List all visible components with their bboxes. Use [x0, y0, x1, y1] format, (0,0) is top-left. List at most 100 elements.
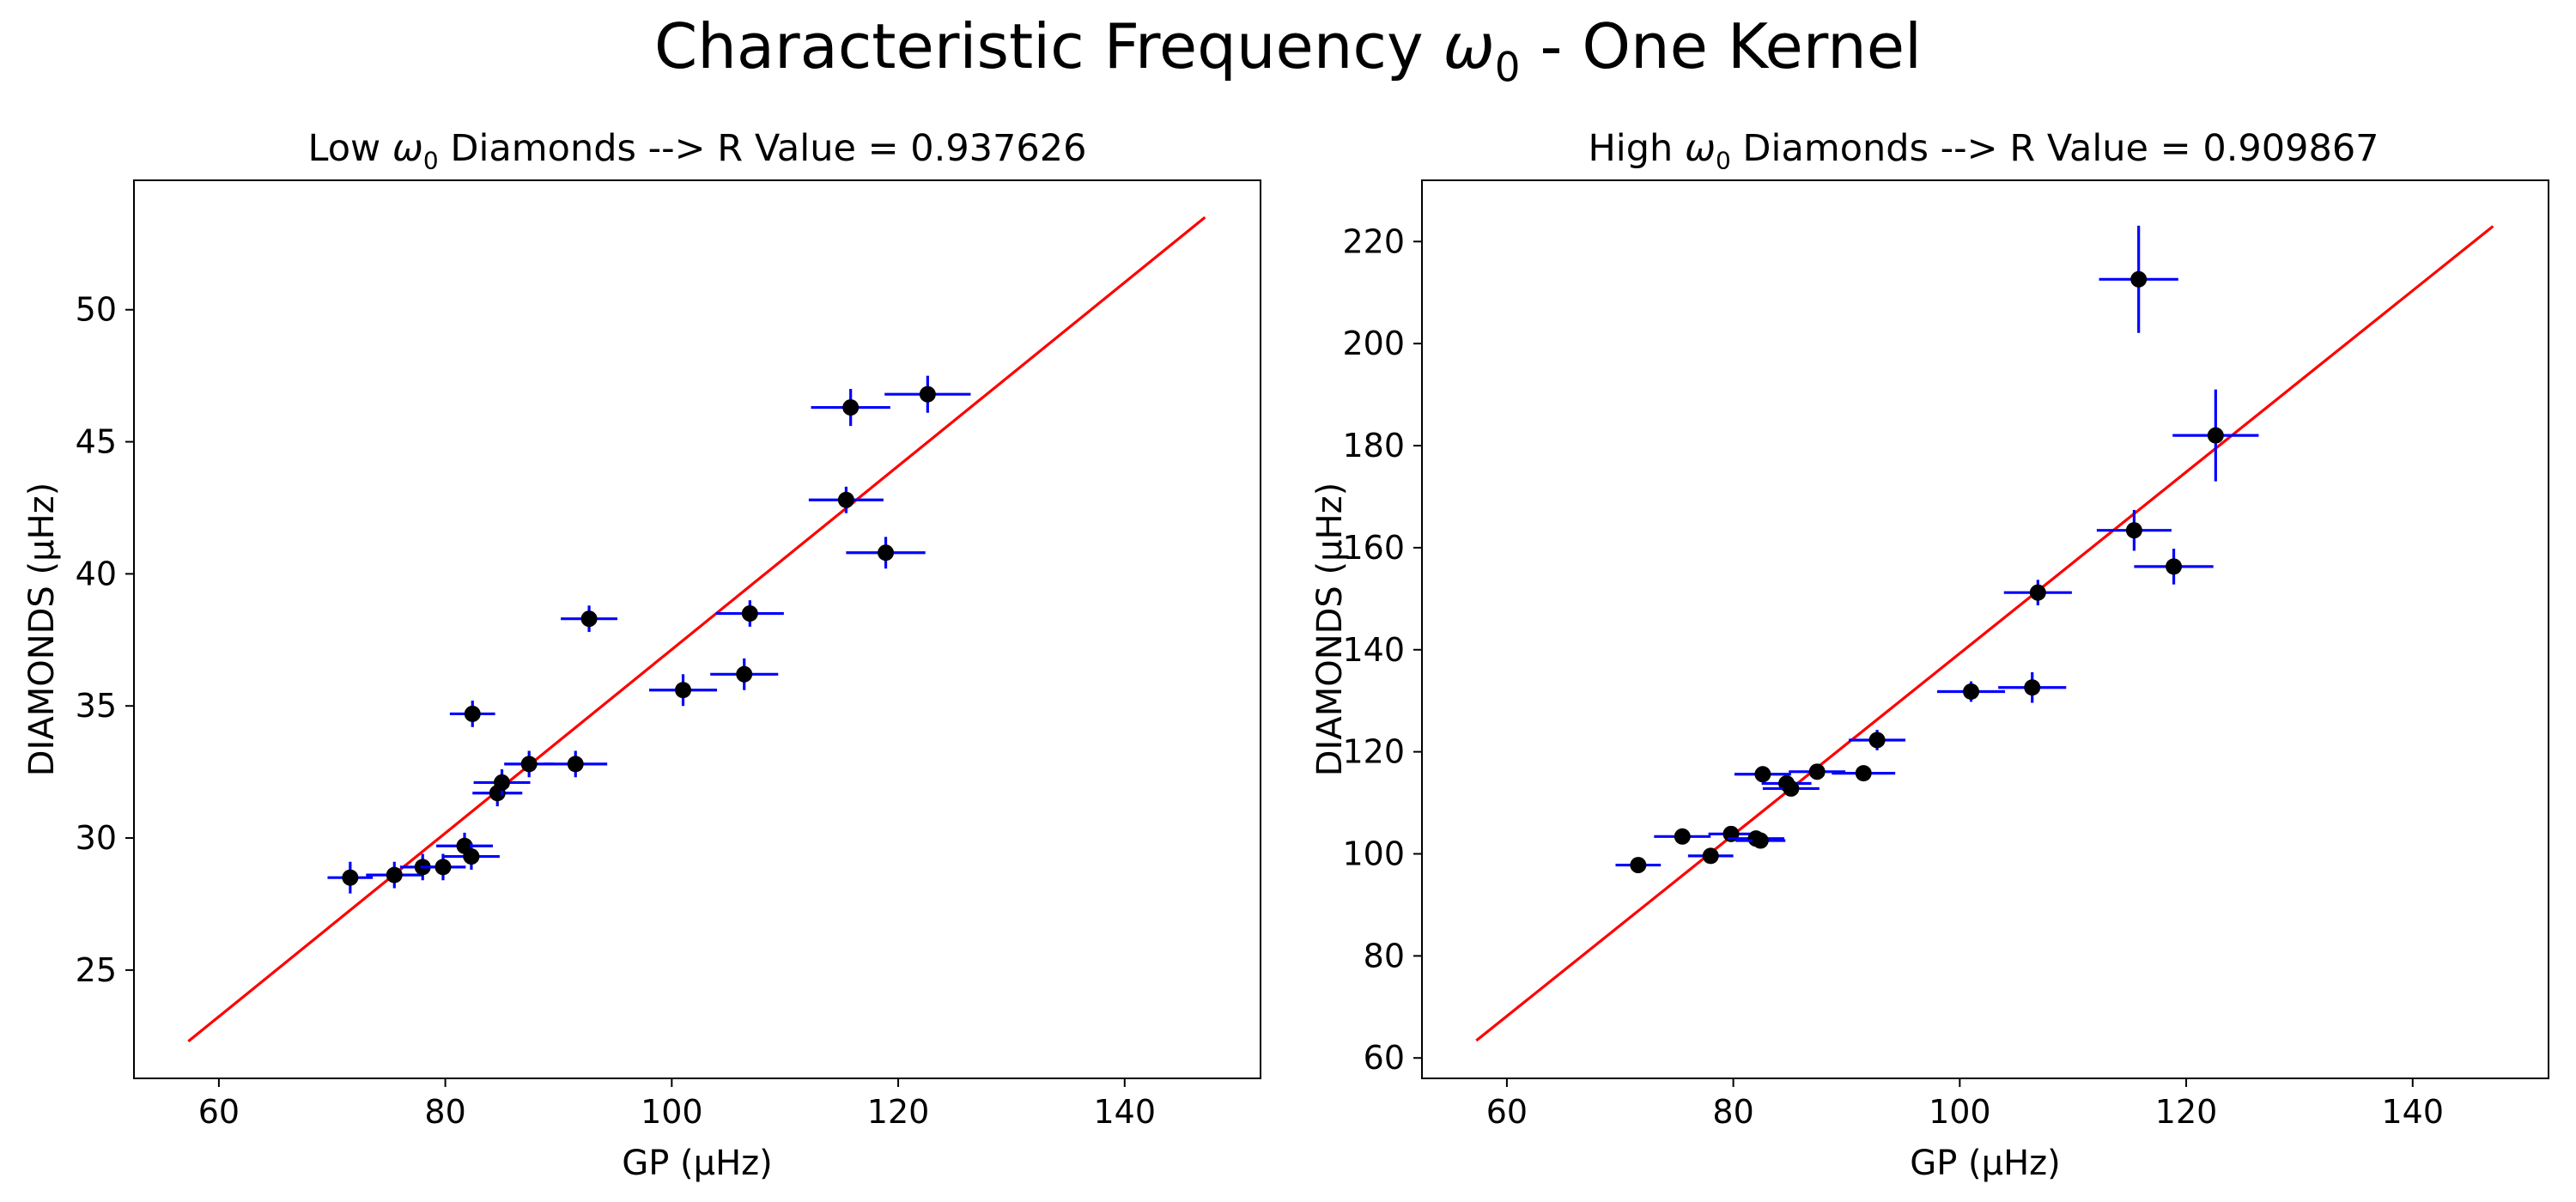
figure-title-symbol: ω: [1443, 10, 1495, 82]
right-fit-line: [1475, 225, 2494, 1042]
right-marker: [1630, 857, 1647, 874]
left-data-point: [648, 674, 718, 707]
left-x-tick-label: 140: [1094, 1093, 1157, 1131]
right-x-tick-label: 120: [2155, 1093, 2218, 1131]
left-marker: [434, 859, 452, 876]
left-x-tick-label: 100: [641, 1093, 703, 1131]
left-data-point: [710, 658, 779, 690]
left-chart-title-prefix: Low: [307, 127, 392, 170]
right-marker: [1963, 683, 1980, 701]
left-data-point: [715, 600, 784, 627]
right-data-point: [2096, 509, 2172, 551]
right-data-point: [1735, 832, 1786, 849]
left-data-point: [561, 605, 618, 633]
right-marker: [2130, 270, 2148, 288]
right-data-point: [1936, 681, 2006, 702]
left-y-tick-label: 50: [76, 291, 117, 329]
left-marker: [741, 605, 758, 622]
left-x-tick-label: 80: [424, 1093, 465, 1131]
right-marker: [1754, 766, 1771, 783]
right-marker: [1702, 847, 1719, 865]
left-marker: [494, 774, 511, 791]
left-y-tick-label: 35: [76, 687, 117, 725]
left-x-tick-label: 60: [198, 1093, 240, 1131]
right-marker: [1868, 732, 1886, 749]
right-x-tick-label: 80: [1712, 1093, 1753, 1131]
right-marker: [1855, 765, 1872, 782]
left-marker: [842, 399, 860, 416]
left-chart-title-subscript: 0: [422, 146, 439, 175]
right-marker: [2166, 558, 2183, 575]
left-x-axis-label: GP (μHz): [622, 1144, 773, 1183]
right-y-tick-label: 180: [1342, 427, 1405, 464]
left-chart-title-symbol: ω: [392, 127, 423, 170]
right-y-tick-label: 100: [1342, 835, 1405, 873]
right-chart-title-suffix: Diamonds --> R Value = 0.909867: [1730, 127, 2379, 170]
left-marker: [464, 705, 481, 722]
right-marker: [1808, 763, 1826, 780]
figure-title: Characteristic Frequency ω0 - One Kernel: [0, 10, 2576, 91]
right-data-point: [1849, 730, 1906, 750]
left-y-axis-label: DIAMONDS (μHz): [22, 483, 62, 777]
right-y-tick-label: 80: [1364, 937, 1405, 974]
right-marker: [1752, 832, 1769, 849]
right-marker: [1783, 780, 1800, 797]
left-data-point: [544, 750, 608, 778]
left-marker: [520, 756, 538, 773]
right-data-point: [1654, 828, 1711, 845]
left-y-tick-label: 40: [76, 555, 117, 592]
right-axes-frame: [1421, 179, 2549, 1079]
right-data-point: [1762, 780, 1820, 797]
right-data-point: [1734, 766, 1791, 783]
right-marker: [2207, 427, 2224, 444]
left-marker: [463, 848, 480, 865]
figure-title-suffix: - One Kernel: [1520, 10, 1923, 82]
right-chart-title: High ω0 Diamonds --> R Value = 0.909867: [1420, 127, 2547, 175]
left-marker: [736, 665, 753, 683]
figure-title-prefix: Characteristic Frequency: [653, 10, 1443, 82]
right-x-axis-label: GP (μHz): [1910, 1144, 2061, 1183]
right-data-point: [2134, 549, 2214, 585]
figure-title-subscript: 0: [1494, 45, 1521, 92]
right-data-point: [2003, 580, 2072, 606]
left-scatter-chart: 60 80 100 120 140 25 30 35 40 45 50 GP (μHz) DIAMOND…: [22, 179, 1261, 1183]
right-marker: [2029, 584, 2046, 601]
left-marker: [386, 866, 403, 883]
left-data-point: [473, 769, 531, 796]
left-x-tick-label: 120: [867, 1093, 930, 1131]
right-data-point: [1832, 765, 1896, 782]
left-fit-line: [187, 216, 1206, 1043]
right-scatter-chart: 60 80 100 120 140 60 80 100 120 140 160 180 200 220 GP…: [1310, 179, 2549, 1183]
right-marker: [2125, 522, 2142, 539]
left-marker: [878, 544, 895, 562]
left-marker: [342, 869, 359, 886]
right-marker: [2024, 679, 2041, 696]
left-data-point: [811, 389, 890, 427]
left-axes-frame: [133, 179, 1261, 1079]
right-y-tick-label: 220: [1342, 222, 1405, 260]
left-data-point: [808, 486, 884, 513]
right-marker: [1674, 828, 1691, 845]
right-data-point: [1687, 847, 1734, 865]
right-data-point: [1615, 857, 1662, 874]
left-marker: [580, 610, 598, 628]
right-x-tick-label: 60: [1486, 1093, 1528, 1131]
right-data-point: [2099, 225, 2178, 333]
left-chart-title: Low ω0 Diamonds --> R Value = 0.937626: [134, 127, 1261, 175]
left-data-point: [420, 853, 466, 881]
left-y-tick-label: 30: [76, 819, 117, 857]
left-marker: [837, 491, 854, 508]
right-y-tick-label: 200: [1342, 325, 1405, 362]
right-y-tick-label: 60: [1364, 1039, 1405, 1077]
right-chart-title-subscript: 0: [1715, 146, 1731, 175]
left-y-tick-label: 25: [76, 951, 117, 989]
left-marker: [567, 756, 584, 773]
right-y-tick-label: 120: [1342, 733, 1405, 771]
right-y-tick-label: 160: [1342, 529, 1405, 567]
right-data-point: [1789, 763, 1846, 780]
left-marker: [675, 682, 692, 699]
left-chart-title-suffix: Diamonds --> R Value = 0.937626: [438, 127, 1087, 170]
right-y-axis-label: DIAMONDS (μHz): [1310, 483, 1350, 777]
left-data-point: [884, 375, 971, 413]
